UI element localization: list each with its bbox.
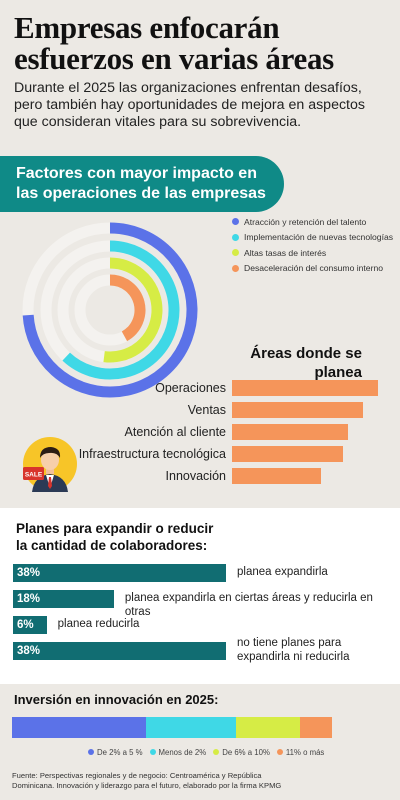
- legend-item-implementacion-de-nuevas-tecnologias: Implementación de nuevas tecnologías: [232, 230, 393, 246]
- invest-legend-item: De 6% a 10%: [213, 747, 270, 757]
- hire-title-line-1: Áreas donde se planea: [250, 345, 362, 381]
- title-line-1: Empresas enfocarán: [14, 10, 280, 45]
- radial-bar-chart: [22, 222, 198, 398]
- legend-swatch: [88, 749, 94, 755]
- salesman-avatar-icon: SALE: [23, 437, 77, 492]
- invest-segment-11-o-mas: [299, 717, 332, 738]
- hire-label: Operaciones: [155, 381, 226, 395]
- source-line-2: Dominicana. Innovación y liderazgo para …: [12, 780, 282, 790]
- legend-label: 11% o más: [285, 747, 325, 757]
- plan-label: no tiene planes para expandirla ni reduci…: [237, 636, 350, 664]
- plan-label-line-1: no tiene planes para: [237, 637, 342, 649]
- sale-sign-text: SALE: [25, 472, 43, 479]
- plan-row-3: 6% planea reducirla: [0, 616, 400, 638]
- ring-arc-implementacion-de-nuevas-tecnologias: [62, 240, 180, 380]
- invest-stacked-bar: [12, 717, 332, 738]
- invest-segment-de-6-a-10: [235, 717, 300, 738]
- legend-label: Implementación de nuevas tecnologías: [244, 232, 394, 243]
- factors-banner-line-1: Factores con mayor impacto en: [16, 165, 257, 182]
- hire-row-infraestructura-tecnologica: Infraestructura tecnológica: [0, 446, 400, 462]
- plan-row-2: 18% planea expandirla en ciertas áreas y …: [0, 590, 400, 618]
- plans-section: Planes para expandir o reducir la cantid…: [0, 508, 400, 684]
- legend-label: Desaceleración del consumo interno: [244, 263, 384, 274]
- hire-label: Ventas: [187, 403, 226, 417]
- legend-label: De 6% a 10%: [222, 747, 270, 757]
- subtitle: Durante el 2025 las organizaciones enfre…: [14, 80, 386, 131]
- factors-banner: Factores con mayor impacto en las operac…: [0, 156, 284, 212]
- hire-row-atencion-al-cliente: Atención al cliente: [0, 424, 400, 440]
- legend-item-altas-tasas-de-interes: Altas tasas de interés: [232, 245, 393, 261]
- hire-bar: [232, 380, 379, 396]
- legend-label: De 2% a 5 %: [97, 747, 143, 757]
- legend-swatch: [232, 249, 239, 257]
- legend-swatch: [276, 749, 283, 755]
- legend-label: Menos de 2%: [158, 747, 207, 757]
- hire-bar: [232, 446, 344, 462]
- source-note: Fuente: Perspectivas regionales y de neg…: [12, 771, 292, 790]
- invest-chart-title: Inversión en innovación en 2025:: [14, 692, 219, 707]
- source-line-1: Fuente: Perspectivas regionales y de neg…: [12, 771, 262, 780]
- plans-title-line-2: la cantidad de colaboradores:: [16, 538, 208, 553]
- ring-arc-altas-tasas-de-interes: [103, 257, 163, 363]
- ring-arc-desaceleracion-del-consumo-interno: [109, 274, 146, 342]
- title-line-2: esfuerzos en varias áreas: [14, 41, 334, 76]
- hire-bar: [232, 402, 364, 418]
- legend-label: Atracción y retención del talento: [244, 216, 367, 227]
- legend-swatch: [232, 233, 239, 241]
- plan-label-line-2: expandirla ni reducirla: [237, 651, 350, 663]
- plan-bar: 38%: [13, 642, 226, 660]
- invest-legend-item: Menos de 2%: [149, 747, 207, 757]
- hire-row-ventas: Ventas: [0, 402, 400, 418]
- plan-bar: 6%: [13, 616, 47, 634]
- hire-row-operaciones: Operaciones: [0, 380, 400, 396]
- factors-legend: Atracción y retención del talento Impleme…: [232, 214, 393, 276]
- invest-segment-menos-de-2: [146, 717, 236, 738]
- hire-bar: [232, 468, 321, 484]
- plan-row-4: 38% no tiene planes para expandirla ni red…: [0, 637, 400, 664]
- plan-row-1: 38% planea expandirla: [0, 564, 400, 586]
- legend-label: Altas tasas de interés: [244, 247, 327, 258]
- plan-bar: 18%: [13, 590, 114, 608]
- plan-bar: 38%: [13, 564, 226, 582]
- header: Empresas enfocarán esfuerzos en varias á…: [0, 0, 400, 158]
- legend-swatch: [213, 749, 220, 755]
- invest-legend-item: De 2% a 5 %: [88, 747, 143, 757]
- factors-banner-line-2: las operaciones de las empresas: [16, 185, 266, 202]
- legend-item-atraccion-y-retencion-del-talento: Atracción y retención del talento: [232, 214, 393, 230]
- hire-label: Innovación: [165, 469, 226, 483]
- subtitle-line-3: que consideran vitales para su sobrevive…: [14, 114, 302, 130]
- legend-swatch: [232, 264, 239, 272]
- plan-label: planea expandirla: [237, 566, 328, 578]
- subtitle-line-2: pero también hay oportunidades de mejora…: [14, 97, 365, 113]
- invest-legend-item: 11% o más: [276, 747, 325, 757]
- hire-label: Atención al cliente: [124, 425, 226, 439]
- ring-arc-atraccion-y-retencion-del-talento: [22, 222, 198, 398]
- hire-bar: [232, 424, 349, 440]
- plans-chart-title: Planes para expandir o reducir la cantid…: [16, 520, 213, 554]
- legend-swatch: [232, 218, 239, 226]
- legend-item-desaceleracion-del-consumo-interno: Desaceleración del consumo interno: [232, 261, 393, 277]
- hire-row-innovacion: Innovación: [0, 468, 400, 484]
- plan-label: planea reducirla: [57, 618, 140, 630]
- invest-segment-de-2-a-5: [12, 717, 147, 738]
- main-title: Empresas enfocarán esfuerzos en varias á…: [14, 12, 386, 74]
- legend-swatch: [149, 749, 156, 755]
- invest-legend: De 2% a 5 % Menos de 2% De 6% a 10% 11% o m…: [88, 747, 331, 757]
- plan-label: planea expandirla en ciertas áreas y red…: [124, 592, 373, 618]
- subtitle-line-1: Durante el 2025 las organizaciones enfre…: [14, 80, 362, 96]
- plans-title-line-1: Planes para expandir o reducir: [16, 521, 214, 536]
- hire-label: Infraestructura tecnológica: [78, 447, 226, 461]
